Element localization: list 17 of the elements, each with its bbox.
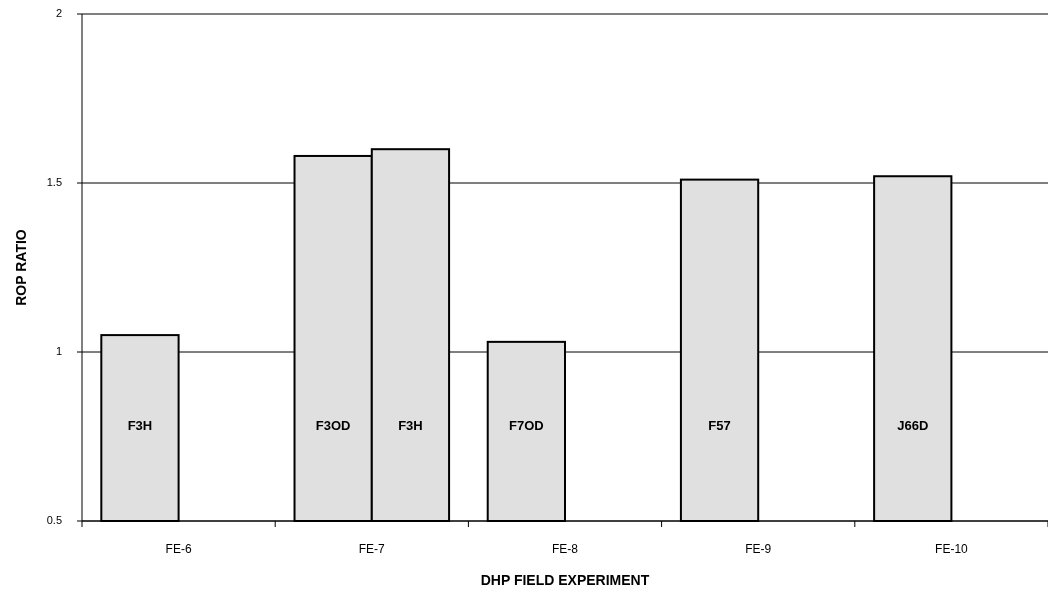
x-tick-label: FE-8 [551, 542, 579, 557]
data-label: F3H [398, 417, 423, 433]
y-axis-title: ROP RATIO [12, 229, 29, 306]
x-axis-title: DHP FIELD EXPERIMENT [480, 571, 650, 588]
y-tick-label: 1.5 [46, 175, 62, 188]
y-tick-label: 2 [55, 6, 62, 19]
x-tick-label: FE-6 [165, 542, 192, 557]
x-tick-label: FE-9 [745, 542, 772, 557]
data-label: F3OD [315, 417, 351, 433]
y-tick-label: 1 [55, 344, 62, 357]
x-tick-label: FE-10 [935, 542, 969, 557]
data-label: J66D [897, 417, 929, 433]
data-label: F3H [127, 417, 153, 433]
data-label: F7OD [509, 417, 544, 433]
x-tick-label: FE-7 [358, 542, 386, 557]
data-label: F57 [708, 417, 731, 433]
y-tick-label: 0.5 [46, 513, 62, 526]
